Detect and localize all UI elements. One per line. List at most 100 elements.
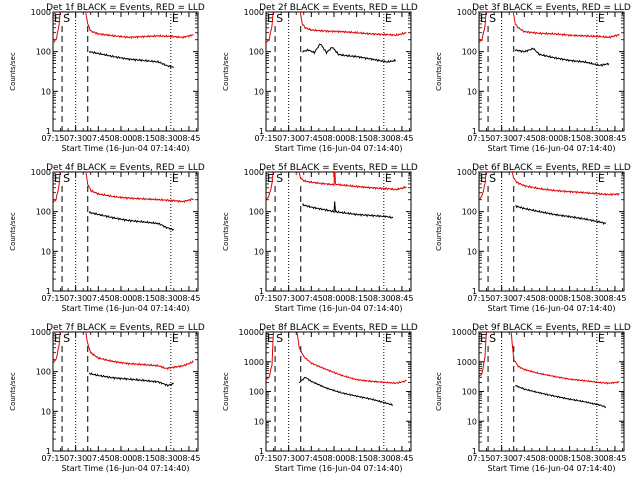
series-red-line	[53, 172, 194, 204]
x-tick-label: 07:45	[87, 134, 110, 143]
x-tick-label: 07:15	[467, 134, 490, 143]
y-tick-label: 1000	[457, 8, 477, 17]
series-black-line	[88, 372, 174, 388]
series-black-line	[514, 384, 607, 409]
x-tick-label: 08:30	[581, 454, 604, 463]
series-red-line	[53, 12, 194, 43]
y-axis-title: Counts/sec	[9, 372, 17, 411]
x-tick-label: 07:15	[467, 294, 490, 303]
y-tick-label: 1	[472, 287, 477, 296]
chart-title: Det 1f BLACK = Events, RED = LLD	[46, 3, 205, 13]
y-tick-label: 1	[472, 127, 477, 136]
series-group	[266, 332, 407, 406]
x-tick-label: 08:30	[368, 294, 391, 303]
x-tick-label: 08:15	[132, 454, 155, 463]
event-marker-label: E	[267, 12, 274, 25]
event-marker-label: E	[172, 332, 179, 345]
event-marker-label: E	[598, 12, 605, 25]
plot-frame	[52, 331, 199, 452]
event-marker-label: E	[54, 12, 61, 25]
x-tick-label: 07:45	[300, 454, 323, 463]
y-tick-label: 100	[249, 388, 264, 397]
series-red-line	[266, 332, 407, 384]
x-tick-label: 07:15	[41, 294, 64, 303]
event-marker-label: E	[385, 172, 392, 185]
series-group	[266, 12, 407, 64]
y-tick-label: 100	[249, 48, 264, 57]
x-tick-label: 08:15	[558, 134, 581, 143]
y-tick-label: 1	[46, 447, 51, 456]
y-tick-label: 10	[254, 417, 264, 426]
event-marker-label: S	[276, 172, 283, 185]
y-tick-label: 100	[36, 368, 51, 377]
series-group	[479, 332, 620, 409]
y-tick-label: 100	[36, 208, 51, 217]
y-tick-label: 1000	[31, 328, 51, 337]
y-tick-label: 1000	[31, 168, 51, 177]
y-tick-label: 10000	[239, 328, 264, 337]
x-tick-label: 08:15	[345, 454, 368, 463]
event-marker-label: E	[385, 12, 392, 25]
x-axis-title: Start Time (16-Jun-04 07:14:40)	[275, 304, 403, 313]
x-tick-label: 07:30	[490, 294, 513, 303]
series-red-line	[479, 332, 620, 385]
y-tick-label: 100	[462, 48, 477, 57]
x-tick-label: 08:00	[535, 134, 558, 143]
x-tick-label: 08:30	[368, 454, 391, 463]
x-axis-title: Start Time (16-Jun-04 07:14:40)	[488, 464, 616, 473]
y-tick-label: 10	[41, 407, 51, 416]
x-tick-label: 07:15	[467, 454, 490, 463]
series-black-line	[298, 376, 394, 406]
x-tick-label: 08:45	[390, 134, 413, 143]
event-marker-label: E	[267, 172, 274, 185]
x-tick-label: 07:30	[64, 134, 87, 143]
x-tick-label: 08:45	[603, 454, 626, 463]
chart-panel: Det 4f BLACK = Events, RED = LLD 1 10 100 10…	[9, 163, 205, 313]
y-axis-title: Counts/sec	[435, 212, 443, 251]
x-axis-title: Start Time (16-Jun-04 07:14:40)	[275, 144, 403, 153]
x-tick-label: 08:00	[322, 294, 345, 303]
chart-title: Det 7f BLACK = Events, RED = LLD	[46, 323, 205, 333]
plot-frame	[478, 331, 625, 452]
event-marker-label: E	[480, 332, 487, 345]
x-axis-title: Start Time (16-Jun-04 07:14:40)	[275, 464, 403, 473]
x-tick-label: 08:45	[603, 294, 626, 303]
event-marker-label: S	[63, 332, 70, 345]
series-black-line	[515, 204, 607, 225]
x-tick-label: 08:00	[109, 294, 132, 303]
y-tick-label: 10	[254, 247, 264, 256]
chart-title: Det 3f BLACK = Events, RED = LLD	[472, 3, 631, 13]
y-axis-title: Counts/sec	[435, 52, 443, 91]
x-tick-label: 07:45	[300, 294, 323, 303]
x-tick-label: 07:15	[254, 454, 277, 463]
x-axis-title: Start Time (16-Jun-04 07:14:40)	[62, 304, 190, 313]
x-tick-label: 08:00	[535, 294, 558, 303]
x-tick-label: 08:00	[109, 454, 132, 463]
event-marker-label: E	[172, 12, 179, 25]
y-tick-label: 10	[467, 87, 477, 96]
chart-panel: Det 2f BLACK = Events, RED = LLD 1 10 100 10…	[222, 3, 418, 153]
y-axis-title: Counts/sec	[222, 372, 230, 411]
y-tick-label: 10	[467, 417, 477, 426]
plot-frame	[478, 11, 625, 132]
y-tick-label: 10	[41, 247, 51, 256]
y-tick-label: 10	[41, 87, 51, 96]
chart-panel: Det 5f BLACK = Events, RED = LLD 1 10 100 10…	[222, 163, 418, 313]
series-black-line	[514, 47, 610, 67]
x-tick-label: 07:30	[277, 134, 300, 143]
x-tick-label: 08:45	[177, 454, 200, 463]
y-tick-label: 100	[36, 48, 51, 57]
series-red-line	[53, 332, 194, 371]
x-axis-title: Start Time (16-Jun-04 07:14:40)	[488, 144, 616, 153]
chart-panel: Det 3f BLACK = Events, RED = LLD 1 10 100 10…	[435, 3, 631, 153]
x-tick-label: 08:15	[558, 294, 581, 303]
plot-frame	[52, 11, 199, 132]
y-axis-title: Counts/sec	[222, 212, 230, 251]
series-group	[53, 332, 194, 388]
event-marker-label: S	[276, 12, 283, 25]
x-tick-label: 07:15	[41, 454, 64, 463]
x-tick-label: 08:15	[345, 294, 368, 303]
plot-frame	[265, 171, 412, 292]
y-axis-title: Counts/sec	[9, 212, 17, 251]
